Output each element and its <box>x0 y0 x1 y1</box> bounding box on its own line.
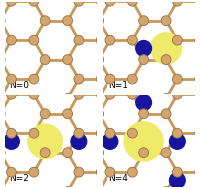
Circle shape <box>96 128 106 138</box>
Circle shape <box>161 94 171 104</box>
Circle shape <box>105 167 115 177</box>
Circle shape <box>6 89 16 99</box>
Circle shape <box>29 128 39 138</box>
Circle shape <box>96 0 106 6</box>
Text: N=2: N=2 <box>9 174 29 183</box>
Circle shape <box>74 89 84 99</box>
Circle shape <box>172 167 182 177</box>
Circle shape <box>74 167 84 177</box>
Circle shape <box>172 74 182 84</box>
Circle shape <box>63 16 73 26</box>
Circle shape <box>195 89 200 99</box>
Circle shape <box>161 148 171 158</box>
Circle shape <box>161 187 171 189</box>
Circle shape <box>195 74 200 84</box>
Circle shape <box>74 74 84 84</box>
Circle shape <box>29 0 39 6</box>
Circle shape <box>172 35 182 45</box>
Circle shape <box>105 74 115 84</box>
Circle shape <box>6 167 16 177</box>
Circle shape <box>94 148 104 158</box>
Circle shape <box>105 89 115 99</box>
Circle shape <box>29 35 39 45</box>
Circle shape <box>123 121 164 162</box>
Circle shape <box>94 16 104 26</box>
Circle shape <box>94 94 104 104</box>
Circle shape <box>127 35 137 45</box>
Circle shape <box>74 0 84 6</box>
Circle shape <box>195 128 200 138</box>
Text: N=1: N=1 <box>108 81 128 90</box>
Circle shape <box>195 35 200 45</box>
Circle shape <box>172 89 182 99</box>
Circle shape <box>63 148 73 158</box>
Circle shape <box>74 35 84 45</box>
Circle shape <box>127 89 137 99</box>
Circle shape <box>161 109 171 119</box>
Circle shape <box>40 55 50 65</box>
Circle shape <box>127 167 137 177</box>
Circle shape <box>0 109 5 119</box>
Circle shape <box>139 55 149 65</box>
Circle shape <box>169 133 186 150</box>
Circle shape <box>101 133 118 150</box>
Circle shape <box>0 187 5 189</box>
Circle shape <box>96 35 106 45</box>
Circle shape <box>63 109 73 119</box>
Circle shape <box>96 167 106 177</box>
Circle shape <box>127 74 137 84</box>
Circle shape <box>6 74 16 84</box>
Circle shape <box>172 128 182 138</box>
Circle shape <box>96 89 106 99</box>
Circle shape <box>172 0 182 6</box>
Circle shape <box>0 16 5 26</box>
Circle shape <box>94 55 104 65</box>
Circle shape <box>40 148 50 158</box>
Circle shape <box>29 74 39 84</box>
Circle shape <box>135 40 152 57</box>
Circle shape <box>40 16 50 26</box>
Circle shape <box>27 123 63 159</box>
Circle shape <box>6 35 16 45</box>
Circle shape <box>105 0 115 6</box>
Text: N=4: N=4 <box>108 174 128 183</box>
Circle shape <box>195 0 200 6</box>
Circle shape <box>6 128 16 138</box>
Circle shape <box>29 167 39 177</box>
Circle shape <box>74 128 84 138</box>
Circle shape <box>0 94 5 104</box>
Circle shape <box>169 172 186 189</box>
Circle shape <box>40 109 50 119</box>
Circle shape <box>139 148 149 158</box>
Circle shape <box>0 148 5 158</box>
Circle shape <box>29 89 39 99</box>
Circle shape <box>94 187 104 189</box>
Circle shape <box>135 94 152 111</box>
Circle shape <box>63 187 73 189</box>
Circle shape <box>94 109 104 119</box>
Circle shape <box>139 16 149 26</box>
Circle shape <box>195 167 200 177</box>
Circle shape <box>105 128 115 138</box>
Circle shape <box>63 55 73 65</box>
Circle shape <box>63 94 73 104</box>
Circle shape <box>105 35 115 45</box>
Circle shape <box>0 55 5 65</box>
Circle shape <box>70 133 87 150</box>
Circle shape <box>161 55 171 65</box>
Circle shape <box>96 74 106 84</box>
Circle shape <box>127 128 137 138</box>
Circle shape <box>161 16 171 26</box>
Circle shape <box>3 133 20 150</box>
Circle shape <box>150 32 182 65</box>
Text: N=0: N=0 <box>9 81 29 90</box>
Circle shape <box>6 0 16 6</box>
Circle shape <box>139 109 149 119</box>
Circle shape <box>127 0 137 6</box>
